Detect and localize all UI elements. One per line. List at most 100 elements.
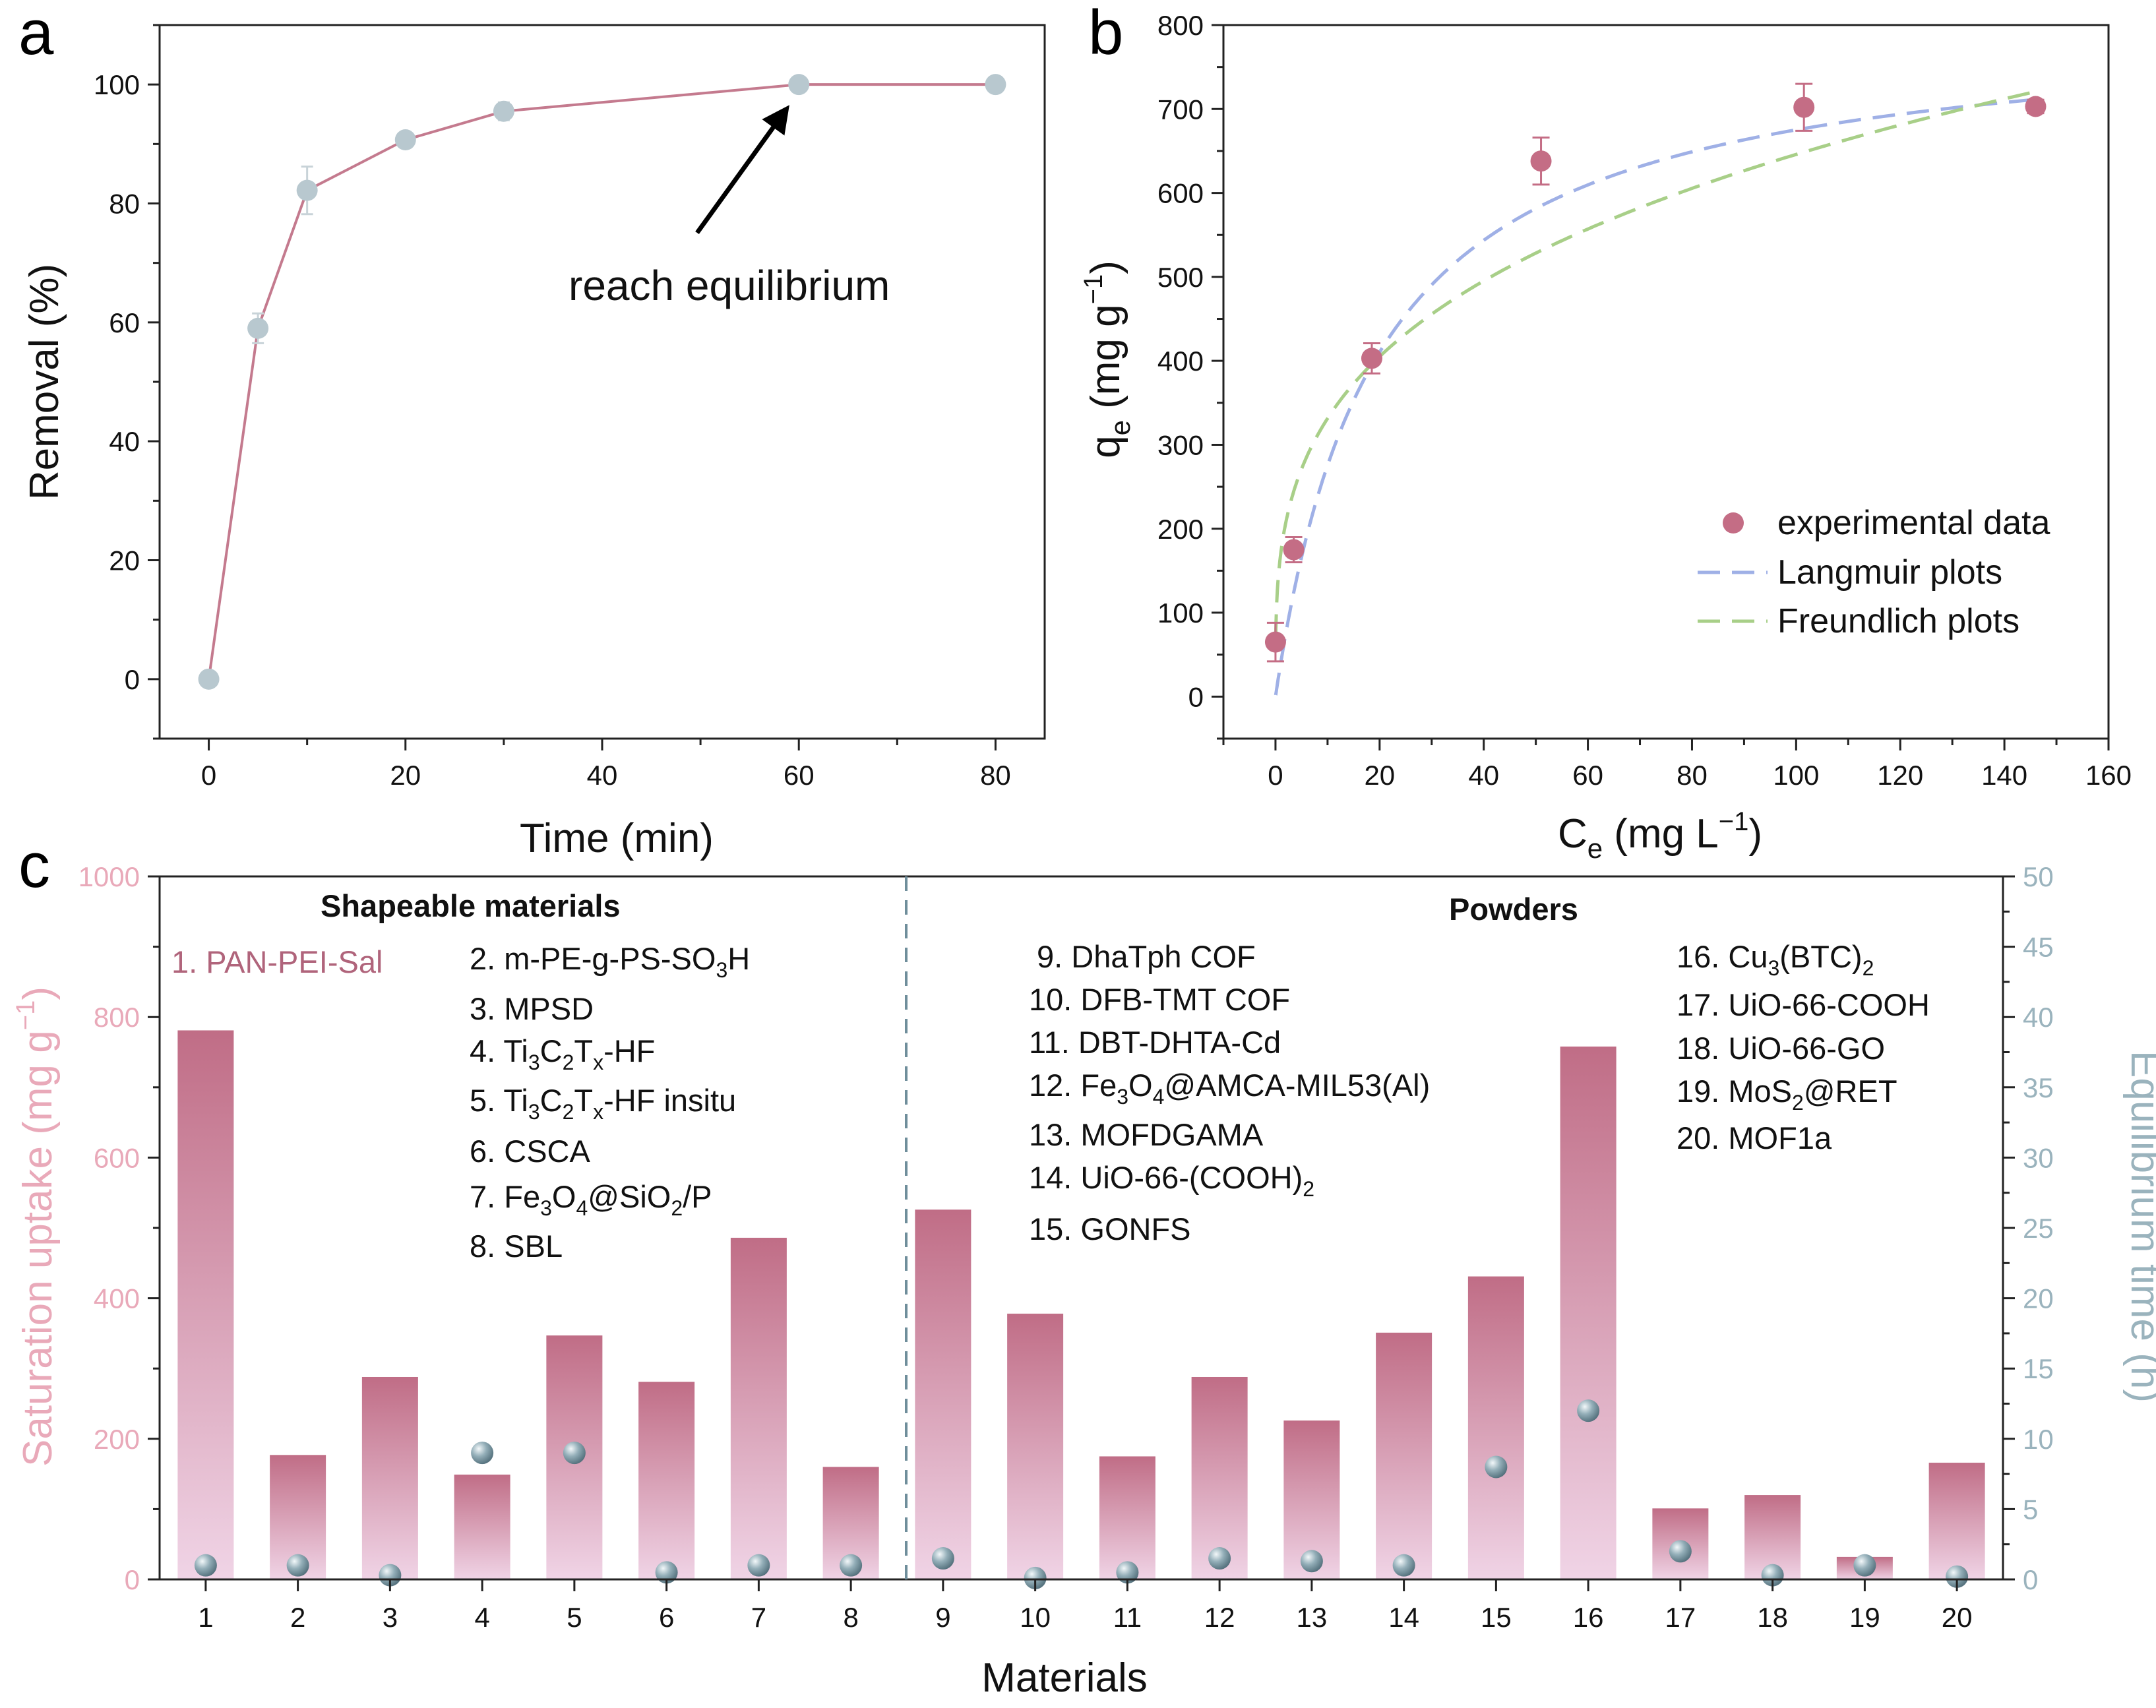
equilibrium-time-marker [1761,1564,1784,1587]
panel-a-series-line [207,83,996,680]
equilibrium-time-marker [1853,1554,1876,1577]
equilibrium-time-marker [1577,1399,1600,1422]
panel-c-xtick-label: 11 [1113,1602,1142,1633]
panel-c-xtick-label: 10 [1020,1602,1051,1633]
material-3: 3. MPSD [470,991,594,1026]
panel-c-xtick-label: 7 [751,1602,766,1633]
panel-c-xlabel: Materials [981,1655,1148,1701]
uptake-bar [1376,1332,1432,1579]
panel-b-ytick-label: 0 [1188,681,1204,712]
panel-c-right-ylabel: Equilibrium time (h) [2122,1051,2156,1403]
panel-c-xtick-label: 13 [1297,1602,1328,1633]
panel-a-ytick-label: 40 [109,426,140,457]
panel-b-isotherm-chart: 0 20 40 60 80 100 120 140 160 0 100 200 300 400 500 600… [1079,10,2132,864]
panel-c-right-ytick-label: 30 [2023,1142,2054,1173]
panel-c-xtick-label: 18 [1757,1602,1788,1633]
panel-b-point [1264,631,1286,653]
material-17: 17. UiO-66-COOH [1677,987,1930,1022]
equilibrium-time-marker [1024,1566,1047,1589]
panel-c-xtick-label: 6 [659,1602,674,1633]
panel-c-right-ytick-label: 40 [2023,1002,2054,1033]
panel-b-ytick-label: 100 [1157,597,1204,628]
uptake-bar [915,1209,971,1579]
panel-b-xtick-label: 40 [1468,760,1499,791]
uptake-bar [1099,1456,1155,1579]
material-1: 1. PAN-PEI-Sal [171,944,383,979]
material-8: 8. SBL [470,1229,563,1264]
material-7: 7. Fe3O4@SiO2/P [470,1179,712,1220]
panel-c-right-ytick-label: 45 [2023,932,2054,963]
panel-b-ytick-label: 300 [1157,429,1204,460]
panel-a-point [198,668,220,690]
panel-b-xtick-label: 140 [1981,760,2027,791]
legend-label-langmuir: Langmuir plots [1777,553,2002,592]
panel-b-xtick-label: 120 [1877,760,1923,791]
equilibrium-time-marker [563,1442,586,1465]
panel-b-point [1530,150,1552,172]
panel-a-xtick-label: 20 [390,760,421,791]
panel-b-xtick-label: 0 [1268,760,1283,791]
uptake-bar [361,1376,418,1579]
material-4: 4. Ti3C2Tx-HF [470,1033,655,1074]
panel-c-right-ytick-label: 20 [2023,1283,2054,1314]
legend-marker-experimental [1723,512,1744,534]
langmuir-curve [1274,98,2036,696]
equilibrium-time-marker [194,1554,217,1577]
panel-a-point [985,74,1006,96]
panel-c-xtick-label: 8 [843,1602,858,1633]
panel-a-xtick-label: 80 [980,760,1011,791]
panel-a-error-bars [252,101,510,344]
panel-a-point [247,317,269,339]
panel-b-ytick-label: 600 [1157,178,1204,209]
panel-b-ytick-label: 700 [1157,94,1204,125]
uptake-bar [177,1030,234,1579]
panel-c-right-ytick-label: 15 [2023,1353,2054,1384]
equilibrium-time-marker [747,1554,770,1577]
panel-c-left-ytick-label: 0 [125,1564,140,1595]
panel-a-xtick-label: 40 [587,760,618,791]
panel-b-xtick-label: 60 [1572,760,1603,791]
equilibrium-time-marker [931,1547,954,1570]
equilibrium-time-marker [840,1554,863,1577]
panel-c-xtick-label: 9 [935,1602,950,1633]
equilibrium-time-marker [1669,1540,1692,1563]
panel-b-points [1264,96,2047,653]
panel-c-xtick-label: 17 [1665,1602,1696,1633]
panel-c-left-ytick-label: 400 [94,1283,140,1314]
panel-c-xtick-label: 15 [1481,1602,1512,1633]
equilibrium-annotation: reach equilibrium [569,262,890,309]
panel-c-xtick-label: 20 [1942,1602,1973,1633]
panel-c-bars [177,1030,1985,1579]
panel-a-points [198,74,1006,690]
panel-a-xtick-label: 0 [201,760,216,791]
panel-a-point [296,179,318,201]
equilibrium-time-marker [1208,1547,1231,1570]
panel-c-left-ytick-label: 800 [94,1002,140,1033]
freundlich-curve [1274,90,2037,637]
uptake-bar [1467,1276,1524,1579]
uptake-bar [730,1237,787,1579]
panel-b-ylabel: qe (mg g−1) [1079,260,1136,458]
panel-c-xtick-label: 12 [1204,1602,1235,1633]
panel-b-ytick-label: 200 [1157,514,1204,545]
panel-c-left-ytick-label: 200 [94,1424,140,1455]
panel-a-ytick-label: 100 [94,69,140,100]
material-15: 15. GONFS [1029,1211,1191,1246]
panel-a-xtick-label: 60 [784,760,815,791]
equilibrium-time-marker [1485,1455,1508,1479]
panel-a-point [493,100,514,122]
material-12: 12. Fe3O4@AMCA-MIL53(Al) [1029,1068,1430,1109]
panel-b-ytick-label: 800 [1157,10,1204,41]
panel-label-b: b [1088,0,1123,68]
equilibrium-time-marker [471,1442,494,1465]
equilibrium-time-marker [1392,1554,1415,1577]
equilibrium-time-marker [1300,1550,1323,1573]
panel-c-xtick-label: 2 [290,1602,305,1633]
equilibrium-time-marker [379,1564,402,1587]
panel-a-ytick-label: 60 [109,307,140,338]
panel-b-ytick-label: 500 [1157,262,1204,293]
panel-c-left-ytick-label: 600 [94,1142,140,1173]
panel-a-ticks: 0 20 40 60 80 0 20 40 60 80 100 [94,24,1011,791]
